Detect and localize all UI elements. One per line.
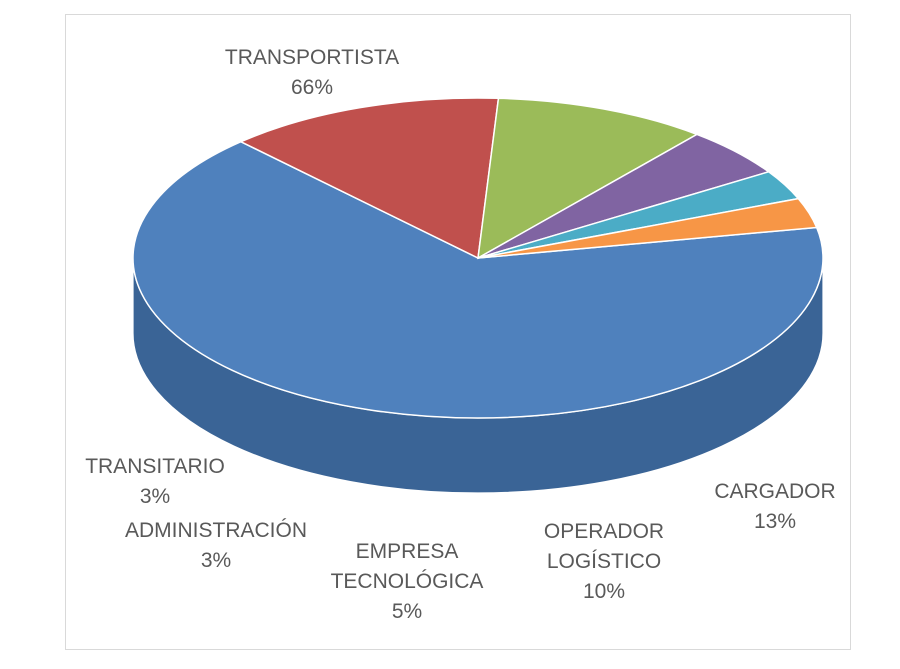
slice-operador-logistico <box>477 97 699 260</box>
slice-cargador <box>239 97 500 260</box>
value-label-empresa-tecnologica: 5% <box>392 600 422 623</box>
category-label-empresa-tecnologica: TECNOLÓGICA <box>331 570 484 593</box>
category-label-administracion: ADMINISTRACIÓN <box>125 519 307 542</box>
category-label-cargador: CARGADOR <box>714 480 835 503</box>
category-label-transitario: TRANSITARIO <box>85 455 225 478</box>
category-label-operador-logistico: OPERADOR <box>544 520 664 543</box>
category-label-empresa-tecnologica: EMPRESA <box>356 540 459 563</box>
category-label-operador-logistico: LOGÍSTICO <box>547 550 661 573</box>
slice-transitario <box>477 197 818 259</box>
value-label-transportista: 66% <box>291 76 333 99</box>
value-label-operador-logistico: 10% <box>583 580 625 603</box>
labels: TRANSPORTISTA 66% CARGADOR 13% OPERADOR LOGÍS… <box>85 46 835 623</box>
value-label-administracion: 3% <box>201 549 231 572</box>
value-label-cargador: 13% <box>754 510 796 533</box>
category-label-transportista: TRANSPORTISTA <box>225 46 399 69</box>
value-label-transitario: 3% <box>140 485 170 508</box>
slice-transportista <box>132 140 824 419</box>
pie-tops <box>132 97 824 419</box>
